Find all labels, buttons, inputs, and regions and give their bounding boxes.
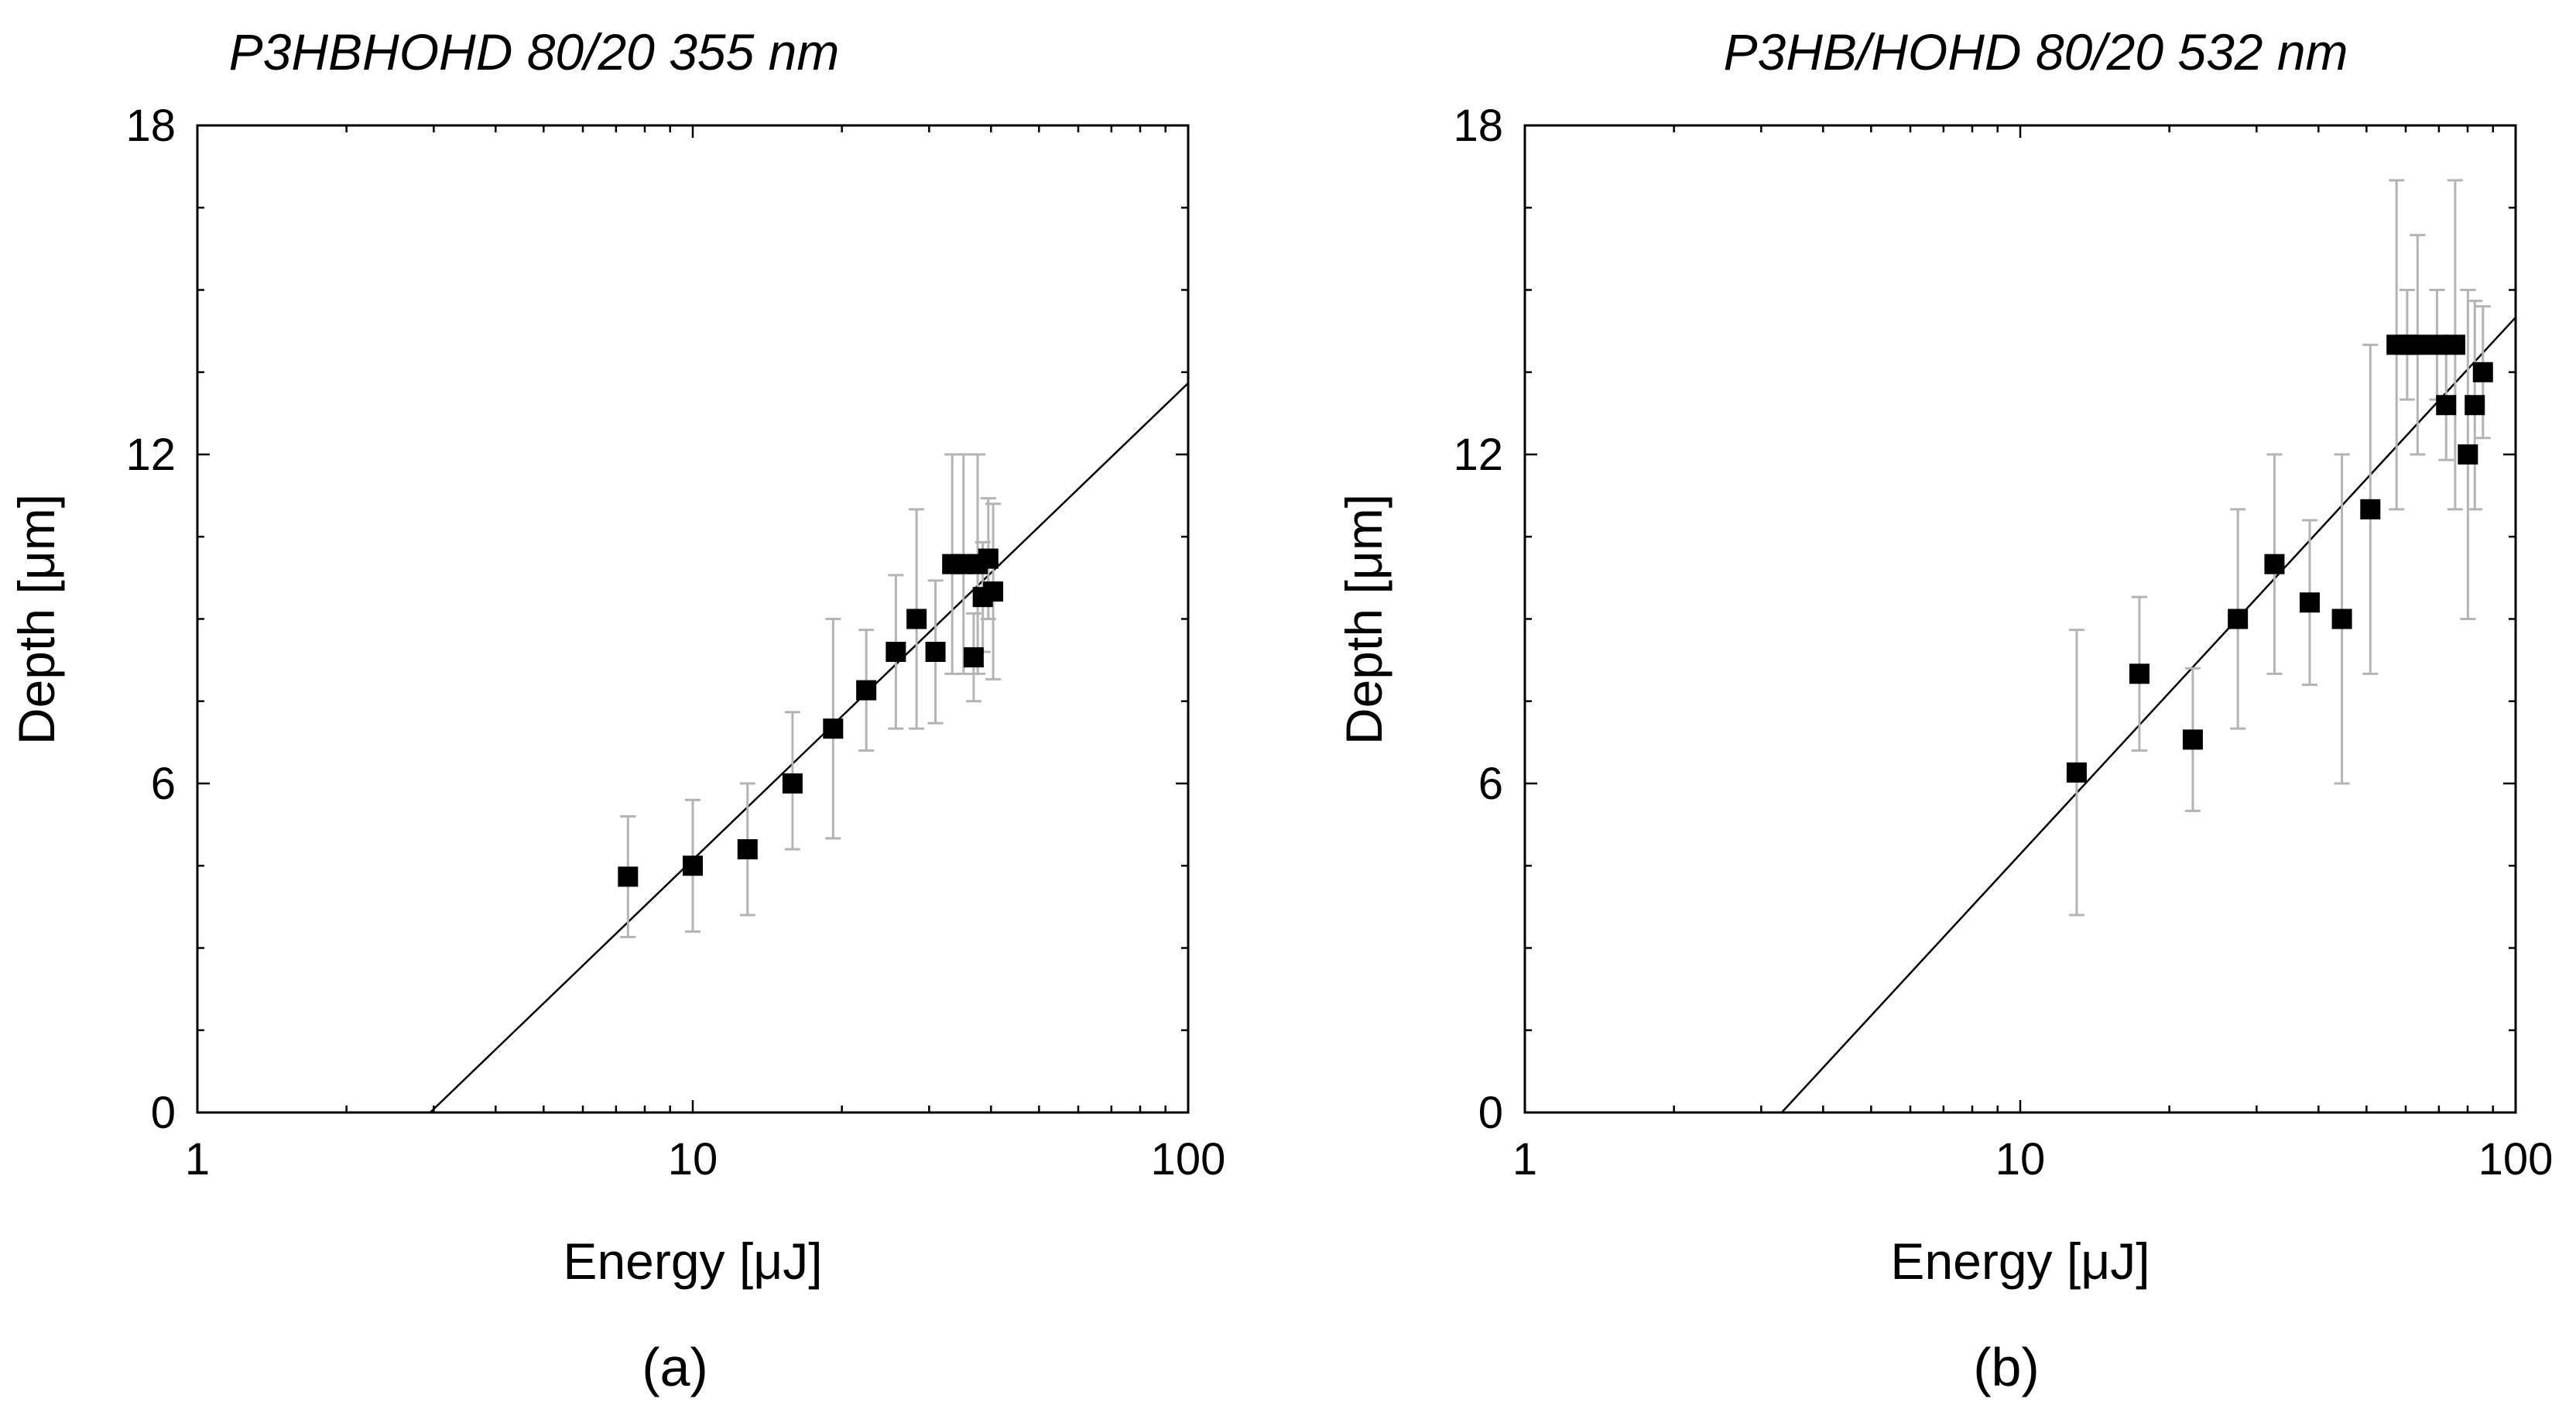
data-point [782,773,803,794]
data-point [2427,334,2448,355]
data-point [2331,609,2352,629]
data-point [2228,609,2249,629]
panel-a-ticks [197,125,1188,1112]
panel-a-caption: (a) [642,1337,708,1397]
data-point [683,855,703,876]
panel-b-data-points [2066,334,2493,783]
data-point [886,642,906,662]
panel-a-x-axis-label: Energy [μJ] [563,1232,822,1290]
data-point [983,581,1004,602]
panel-b: P3HB/HOHD 80/20 532 nm 1 10 100 0 6 12 18 Ener… [1335,23,2553,1397]
y-tick-label: 12 [1453,430,1503,480]
x-tick-label: 1 [185,1134,210,1184]
x-tick-label: 100 [2478,1134,2554,1184]
data-point [906,609,927,629]
panel-b-title: P3HB/HOHD 80/20 532 nm [1723,23,2348,81]
y-tick-label: 6 [151,759,176,809]
data-point [978,548,999,569]
data-point [2066,762,2087,783]
data-point [2299,592,2320,613]
data-point [2360,499,2381,519]
x-tick-label: 1 [1512,1134,1537,1184]
panel-b-y-axis-label: Depth [μm] [1335,494,1392,745]
panel-b-x-axis-label: Energy [μJ] [1890,1232,2150,1290]
panel-a-tick-labels: 1 10 100 0 6 12 18 [125,101,1225,1184]
data-point [737,839,758,859]
data-point [2182,729,2203,750]
y-tick-label: 0 [151,1088,176,1138]
y-tick-label: 0 [1478,1088,1503,1138]
panel-b-fit-line [1780,317,2516,1113]
y-tick-label: 18 [125,101,176,151]
data-point [618,866,639,887]
data-point [925,642,946,662]
data-point [2129,663,2150,684]
x-tick-label: 100 [1151,1134,1226,1184]
panel-b-caption: (b) [1973,1337,2040,1397]
data-point [2458,444,2478,465]
x-tick-label: 10 [668,1134,718,1184]
data-point [2444,334,2465,355]
panel-a-title: P3HBHOHD 80/20 355 nm [229,23,840,81]
y-tick-label: 18 [1453,101,1503,151]
panel-b-tick-labels: 1 10 100 0 6 12 18 [1453,101,2553,1184]
y-tick-label: 6 [1478,759,1503,809]
data-point [2436,395,2457,416]
data-point [2465,395,2485,416]
data-point [2407,334,2428,355]
panel-a-data-points [618,548,1004,887]
panel-a-y-axis-label: Depth [μm] [8,494,65,745]
panel-a-fit-line [429,382,1189,1113]
panel-a: P3HBHOHD 80/20 355 nm 1 10 100 0 6 12 18 Energ… [8,23,1225,1397]
data-point [856,680,877,701]
panel-b-ticks [1525,125,2516,1112]
data-point [2264,554,2285,574]
y-tick-label: 12 [125,430,176,480]
data-point [823,718,844,739]
x-tick-label: 10 [1995,1134,2046,1184]
data-point [963,647,984,668]
data-point [2472,362,2493,382]
